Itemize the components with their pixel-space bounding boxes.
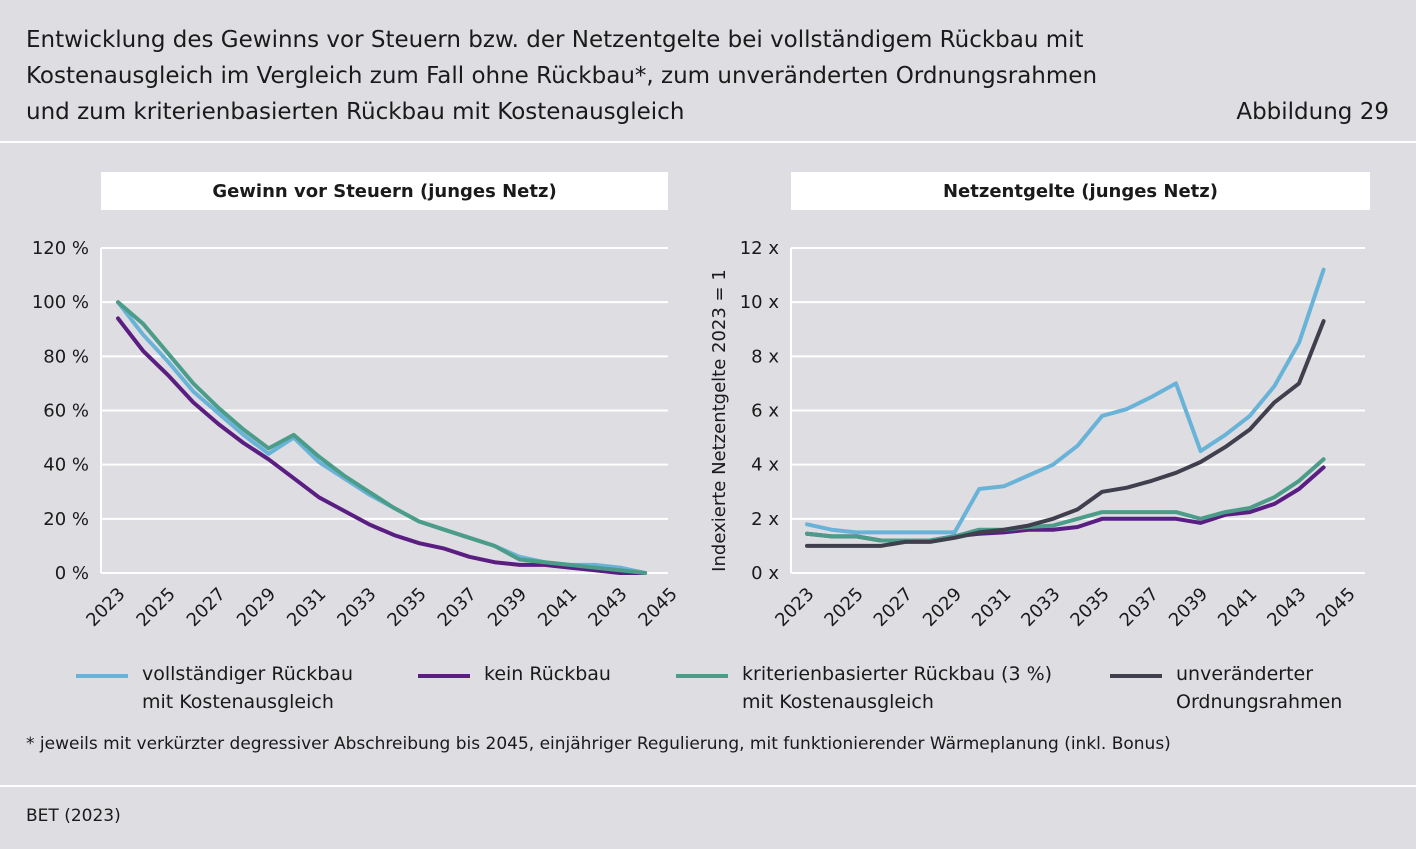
- right-chart-title: Netzentgelte (junges Netz): [791, 172, 1370, 210]
- x-tick-label: 2035: [1066, 584, 1113, 631]
- y-tick-label: 40 %: [43, 455, 89, 476]
- series-line: [116, 300, 648, 575]
- legend-label: unveränderter: [1176, 663, 1314, 685]
- series-line: [805, 319, 1326, 548]
- x-tick-label: 2033: [333, 584, 380, 631]
- y-tick-label: 0 %: [55, 563, 89, 584]
- series-line: [805, 457, 1326, 543]
- y-tick-label: 100 %: [32, 292, 89, 313]
- x-tick-label: 2029: [919, 584, 966, 631]
- x-tick-label: 2023: [771, 584, 818, 631]
- y-tick-label: 4 x: [751, 455, 779, 476]
- x-tick-label: 2043: [1263, 584, 1310, 631]
- divider-bottom: [0, 785, 1416, 787]
- x-tick-label: 2029: [233, 584, 280, 631]
- x-tick-label: 2043: [584, 584, 631, 631]
- figure-title: Entwicklung des Gewinns vor Steuern bzw.…: [26, 22, 1226, 130]
- x-tick-label: 2027: [183, 584, 230, 631]
- figure-label: Abbildung 29: [1236, 99, 1389, 125]
- legend-label: kriterienbasierter Rückbau (3 %): [742, 663, 1053, 685]
- title-line-2: Kostenausgleich im Vergleich zum Fall oh…: [26, 63, 1098, 89]
- x-tick-label: 2023: [82, 584, 129, 631]
- legend-label: Ordnungsrahmen: [1176, 691, 1343, 713]
- legend-item-no-removal: kein Rückbau: [418, 660, 611, 688]
- legend-item-unchanged-framework: unveränderter Ordnungsrahmen: [1110, 660, 1342, 716]
- y-tick-label: 6 x: [751, 401, 779, 422]
- series-line: [116, 316, 648, 575]
- source: BET (2023): [26, 806, 121, 826]
- legend-swatch: [76, 674, 128, 678]
- charts-canvas: 0 %20 %40 %60 %80 %100 %120 %2023 2025 202…: [32, 238, 1365, 631]
- legend: vollständiger Rückbau mit Kostenausgleic…: [0, 660, 1416, 720]
- legend-label: vollständiger Rückbau: [142, 663, 353, 685]
- legend-item-full-removal: vollständiger Rückbau mit Kostenausgleic…: [76, 660, 353, 716]
- x-tick-label: 2045: [1312, 584, 1359, 631]
- legend-swatch: [1110, 674, 1162, 678]
- x-tick-label: 2041: [534, 584, 581, 631]
- y-axis-label: Indexierte Netzentgelte 2023 = 1: [709, 269, 730, 572]
- y-tick-label: 10 x: [740, 292, 780, 313]
- y-tick-label: 0 x: [751, 563, 779, 584]
- x-tick-label: 2035: [383, 584, 430, 631]
- y-tick-label: 8 x: [751, 346, 779, 367]
- x-tick-label: 2037: [1116, 584, 1163, 631]
- x-tick-label: 2027: [870, 584, 917, 631]
- x-tick-label: 2039: [1165, 584, 1212, 631]
- x-tick-label: 2031: [283, 584, 330, 631]
- x-tick-label: 2041: [1214, 584, 1261, 631]
- y-tick-label: 2 x: [751, 509, 779, 530]
- x-tick-label: 2033: [1017, 584, 1064, 631]
- x-tick-label: 2025: [820, 584, 867, 631]
- divider-top: [0, 141, 1416, 143]
- title-line-1: Entwicklung des Gewinns vor Steuern bzw.…: [26, 27, 1084, 53]
- y-tick-label: 120 %: [32, 238, 89, 259]
- y-tick-label: 12 x: [740, 238, 780, 259]
- y-tick-label: 80 %: [43, 346, 89, 367]
- x-tick-label: 2031: [968, 584, 1015, 631]
- y-tick-label: 60 %: [43, 401, 89, 422]
- legend-item-criteria-removal: kriterienbasierter Rückbau (3 %) mit Kos…: [676, 660, 1052, 716]
- x-tick-label: 2025: [132, 584, 179, 631]
- legend-label: mit Kostenausgleich: [742, 691, 934, 713]
- chart-gewinn: 0 %20 %40 %60 %80 %100 %120 %2023 2025 202…: [32, 238, 682, 631]
- footnote: * jeweils mit verkürzter degressiver Abs…: [26, 734, 1171, 754]
- legend-swatch: [676, 674, 728, 678]
- title-line-3: und zum kriterienbasierten Rückbau mit K…: [26, 99, 685, 125]
- x-tick-label: 2037: [434, 584, 481, 631]
- x-tick-label: 2039: [484, 584, 531, 631]
- x-tick-label: 2045: [634, 584, 681, 631]
- series-line: [805, 267, 1326, 535]
- y-tick-label: 20 %: [43, 509, 89, 530]
- legend-label: mit Kostenausgleich: [142, 691, 334, 713]
- left-chart-title: Gewinn vor Steuern (junges Netz): [101, 172, 668, 210]
- legend-swatch: [418, 674, 470, 678]
- legend-label: kein Rückbau: [484, 663, 611, 685]
